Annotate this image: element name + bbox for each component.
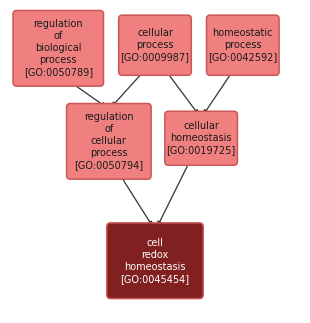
FancyBboxPatch shape <box>119 15 191 75</box>
Text: cell
redox
homeostasis
[GO:0045454]: cell redox homeostasis [GO:0045454] <box>121 238 189 284</box>
Text: cellular
process
[GO:0009987]: cellular process [GO:0009987] <box>121 28 189 62</box>
FancyBboxPatch shape <box>13 10 104 86</box>
Text: homeostatic
process
[GO:0042592]: homeostatic process [GO:0042592] <box>208 28 277 62</box>
Text: regulation
of
biological
process
[GO:0050789]: regulation of biological process [GO:005… <box>24 19 93 77</box>
FancyBboxPatch shape <box>206 15 279 75</box>
FancyBboxPatch shape <box>165 111 237 165</box>
Text: cellular
homeostasis
[GO:0019725]: cellular homeostasis [GO:0019725] <box>166 121 236 155</box>
Text: regulation
of
cellular
process
[GO:0050794]: regulation of cellular process [GO:00507… <box>74 112 144 170</box>
FancyBboxPatch shape <box>107 223 203 298</box>
FancyBboxPatch shape <box>67 103 151 179</box>
